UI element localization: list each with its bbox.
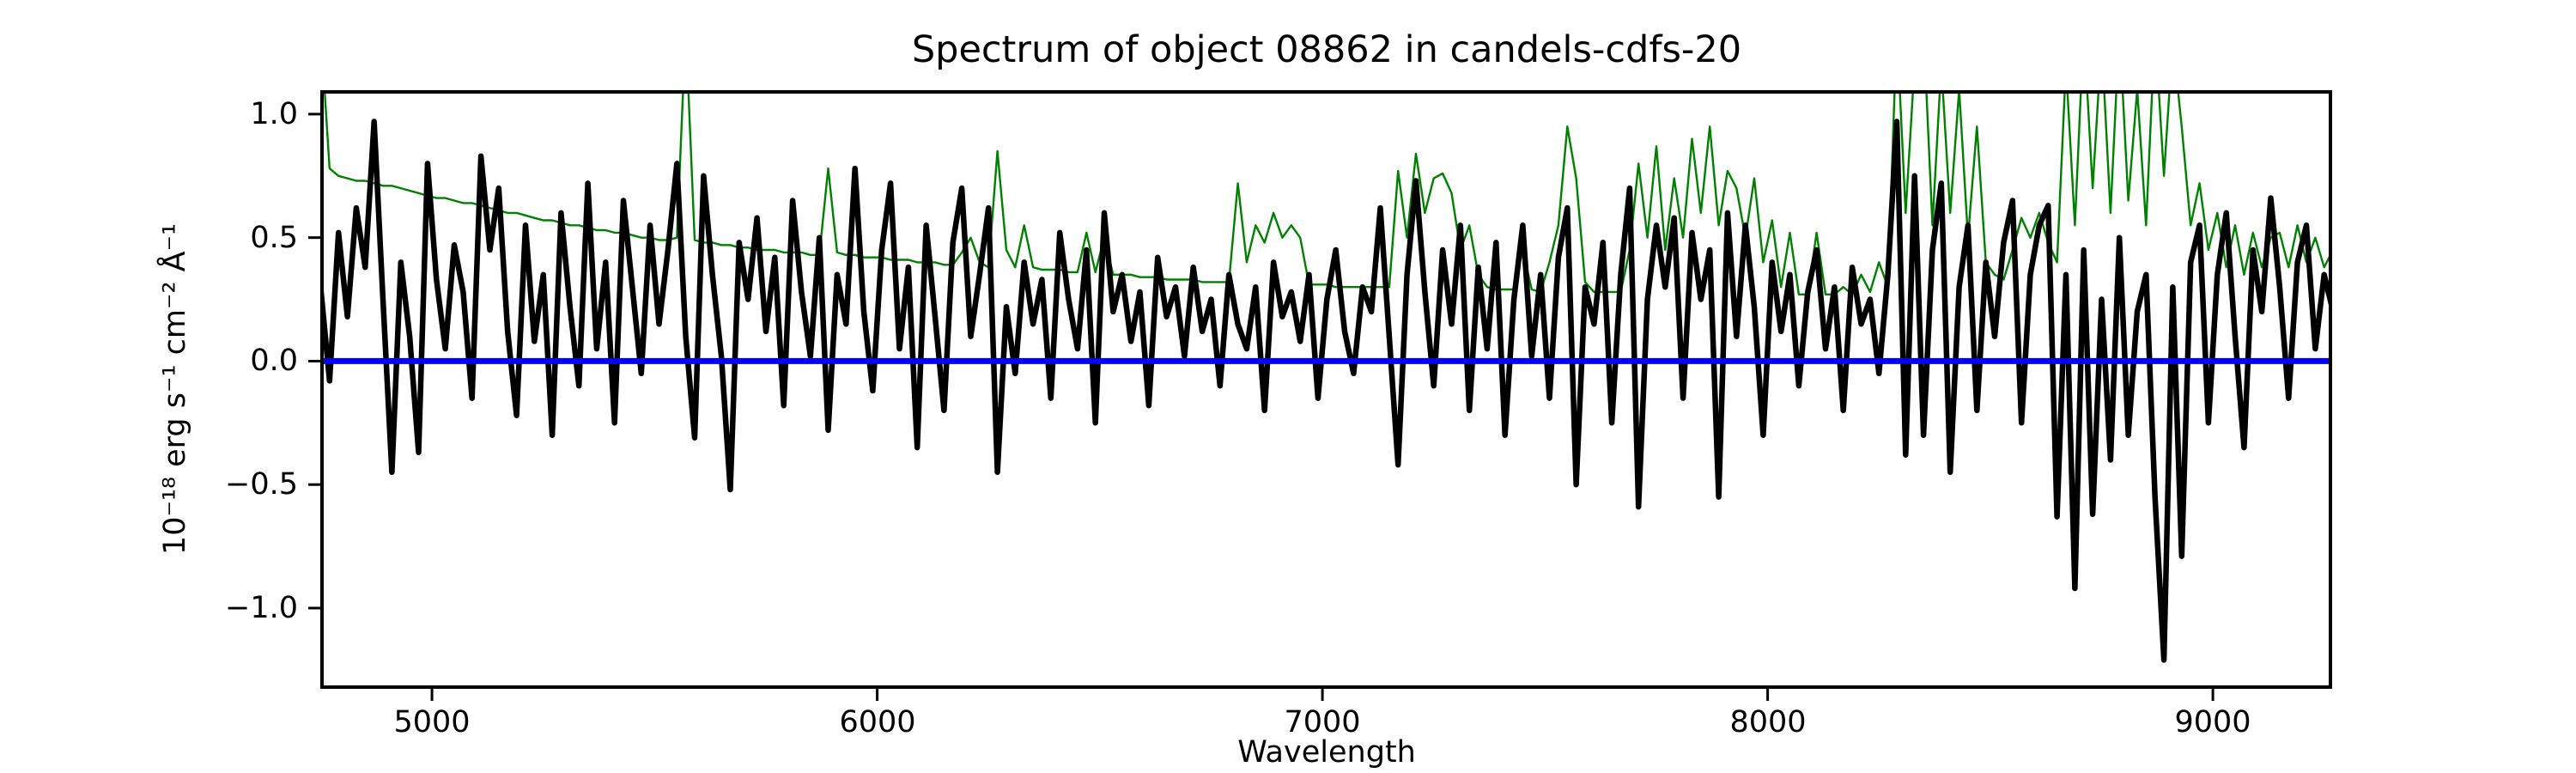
x-tick-label: 9000 (2174, 705, 2251, 740)
x-tick-label: 6000 (839, 705, 916, 740)
y-tick-label: −1.0 (225, 591, 298, 625)
axes-spines (320, 90, 2332, 689)
x-tick-label: 7000 (1284, 705, 1361, 740)
x-tick-label: 8000 (1729, 705, 1807, 740)
y-tick-label: −0.5 (225, 467, 298, 502)
y-tick-label: 1.0 (250, 97, 298, 131)
plot-title: Spectrum of object 08862 in candels-cdfs… (911, 28, 1742, 71)
flux-line (322, 119, 2330, 663)
y-tick-label: 0.0 (250, 344, 298, 378)
x-axis-label: Wavelength (1237, 735, 1416, 770)
y-tick-label: 0.5 (250, 221, 298, 255)
x-tick-label: 5000 (393, 705, 471, 740)
